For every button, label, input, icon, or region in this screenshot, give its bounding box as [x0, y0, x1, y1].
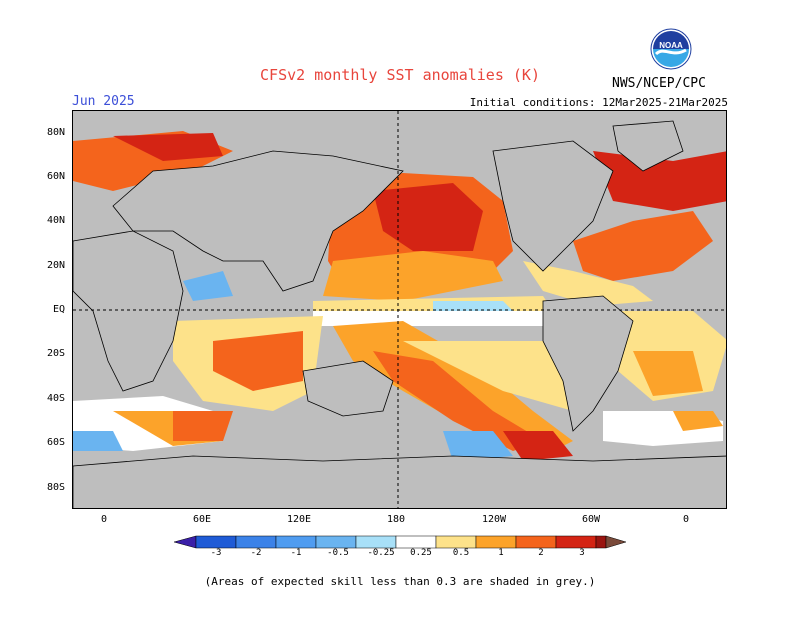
noaa-logo: NOAA — [650, 28, 692, 70]
footnote: (Areas of expected skill less than 0.3 a… — [204, 575, 596, 588]
lat-label: 20N — [46, 260, 65, 271]
colorbar-label: -0.5 — [327, 548, 349, 558]
colorbar-bin — [395, 535, 437, 549]
map-canvas — [73, 111, 726, 508]
colorbar-arrow-high — [605, 535, 626, 549]
lat-label: 60S — [46, 437, 65, 448]
colorbar-label: 0.25 — [410, 548, 432, 558]
colorbar-bin — [235, 535, 277, 549]
lat-label: 20S — [46, 348, 65, 359]
chart-title: CFSv2 monthly SST anomalies (K) — [260, 66, 540, 84]
colorbar-label: 3 — [579, 548, 585, 558]
initial-conditions: Initial conditions: 12Mar2025-21Mar2025 — [469, 96, 728, 109]
lat-label: 40N — [46, 215, 65, 226]
colorbar-label: 2 — [538, 548, 544, 558]
colorbar-bin — [435, 535, 477, 549]
lon-label: 0 — [682, 514, 690, 525]
colorbar-arrow-low — [174, 535, 197, 549]
anomaly-patches — [73, 131, 726, 461]
lat-label: 80S — [46, 482, 65, 493]
continents — [73, 120, 726, 508]
colorbar-bin — [315, 535, 357, 549]
colorbar-label: -3 — [210, 548, 222, 558]
lat-label: 80N — [46, 127, 65, 138]
colorbar — [174, 535, 626, 549]
lat-label: 60N — [46, 171, 65, 182]
colorbar-bin — [355, 535, 397, 549]
lat-label: 40S — [46, 393, 65, 404]
lon-label: 0 — [100, 514, 108, 525]
lon-label: 120W — [481, 514, 507, 525]
colorbar-label: -2 — [250, 548, 262, 558]
colorbar-bin — [275, 535, 317, 549]
logo-text: NOAA — [659, 41, 683, 50]
colorbar-bin — [195, 535, 237, 549]
colorbar-label: -0.25 — [367, 548, 395, 558]
lon-label: 180 — [386, 514, 406, 525]
colorbar-label: 0.5 — [452, 548, 470, 558]
lon-label: 120E — [286, 514, 312, 525]
lat-label: EQ — [52, 304, 65, 315]
colorbar-label: 1 — [498, 548, 504, 558]
colorbar-bin — [475, 535, 517, 549]
sst-anomaly-map — [72, 110, 727, 509]
colorbar-bin — [555, 535, 597, 549]
forecast-month: Jun 2025 — [72, 94, 135, 109]
colorbar-bin — [595, 535, 607, 549]
colorbar-label: -1 — [290, 548, 302, 558]
lon-label: 60E — [192, 514, 212, 525]
lon-label: 60W — [581, 514, 601, 525]
colorbar-bin — [515, 535, 557, 549]
agency-label: NWS/NCEP/CPC — [612, 76, 706, 91]
